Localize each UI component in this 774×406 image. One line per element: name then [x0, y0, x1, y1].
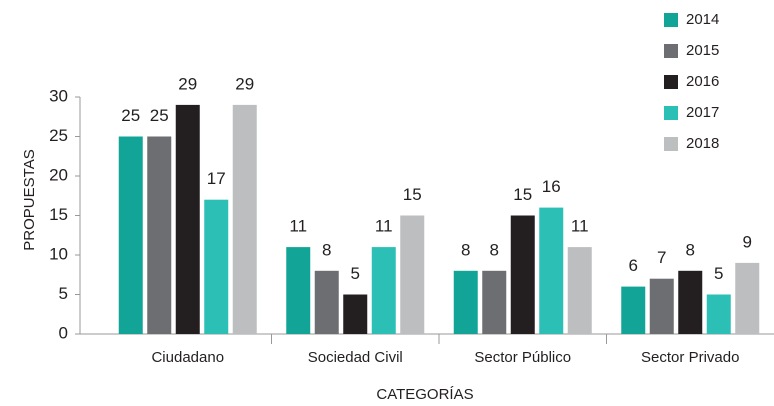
data-label: 9 — [743, 232, 752, 251]
bar — [706, 294, 731, 334]
legend-swatch — [664, 44, 678, 58]
data-label: 11 — [375, 217, 393, 236]
data-label: 8 — [461, 240, 470, 259]
bar — [482, 270, 507, 334]
bar — [567, 247, 592, 334]
bar — [204, 199, 229, 334]
data-label: 11 — [289, 217, 307, 236]
x-axis-label: CATEGORÍAS — [376, 386, 473, 403]
bar — [232, 104, 257, 335]
legend-label: 2015 — [686, 42, 719, 59]
bar — [371, 247, 396, 334]
data-label: 11 — [571, 217, 589, 236]
y-tick-label: 15 — [49, 205, 68, 224]
bar — [147, 136, 172, 334]
legend-label: 2017 — [686, 104, 719, 121]
data-label: 15 — [513, 185, 532, 204]
x-tick-label: Sector Público — [474, 349, 571, 366]
data-label: 15 — [403, 185, 422, 204]
bar — [118, 136, 143, 334]
bar — [539, 207, 564, 334]
legend-label: 2018 — [686, 135, 719, 152]
y-tick-label: 5 — [59, 284, 68, 303]
bar — [621, 286, 646, 334]
y-axis-label: PROPUESTAS — [21, 149, 38, 250]
bar — [343, 294, 368, 334]
legend-swatch — [664, 13, 678, 27]
bar — [175, 104, 200, 335]
y-tick-label: 25 — [49, 126, 68, 145]
bar — [286, 247, 311, 334]
legend-swatch — [664, 75, 678, 89]
bar — [314, 270, 339, 334]
x-tick-label: Ciudadano — [151, 349, 224, 366]
data-label: 25 — [150, 106, 169, 125]
data-label: 5 — [351, 264, 360, 283]
data-label: 5 — [714, 264, 723, 283]
legend-swatch — [664, 137, 678, 151]
data-label: 8 — [686, 240, 695, 259]
bar — [678, 270, 703, 334]
data-label: 16 — [542, 177, 561, 196]
data-label: 29 — [178, 74, 197, 93]
bar — [400, 215, 425, 334]
data-label: 17 — [207, 169, 226, 188]
data-label: 6 — [629, 256, 638, 275]
y-tick-label: 30 — [49, 86, 68, 105]
y-tick-label: 20 — [49, 165, 68, 184]
legend-label: 2014 — [686, 11, 719, 28]
x-tick-label: Sector Privado — [641, 349, 739, 366]
legend-label: 2016 — [686, 73, 719, 90]
bar — [453, 270, 478, 334]
bar — [649, 278, 674, 334]
y-tick-label: 10 — [49, 244, 68, 263]
bar — [510, 215, 535, 334]
bar — [735, 262, 760, 334]
data-label: 7 — [657, 248, 666, 267]
data-label: 29 — [235, 74, 254, 93]
data-label: 8 — [322, 240, 331, 259]
y-tick-label: 0 — [59, 323, 68, 342]
data-label: 8 — [490, 240, 499, 259]
x-tick-label: Sociedad Civil — [308, 349, 403, 366]
data-label: 25 — [121, 106, 140, 125]
legend-swatch — [664, 106, 678, 120]
